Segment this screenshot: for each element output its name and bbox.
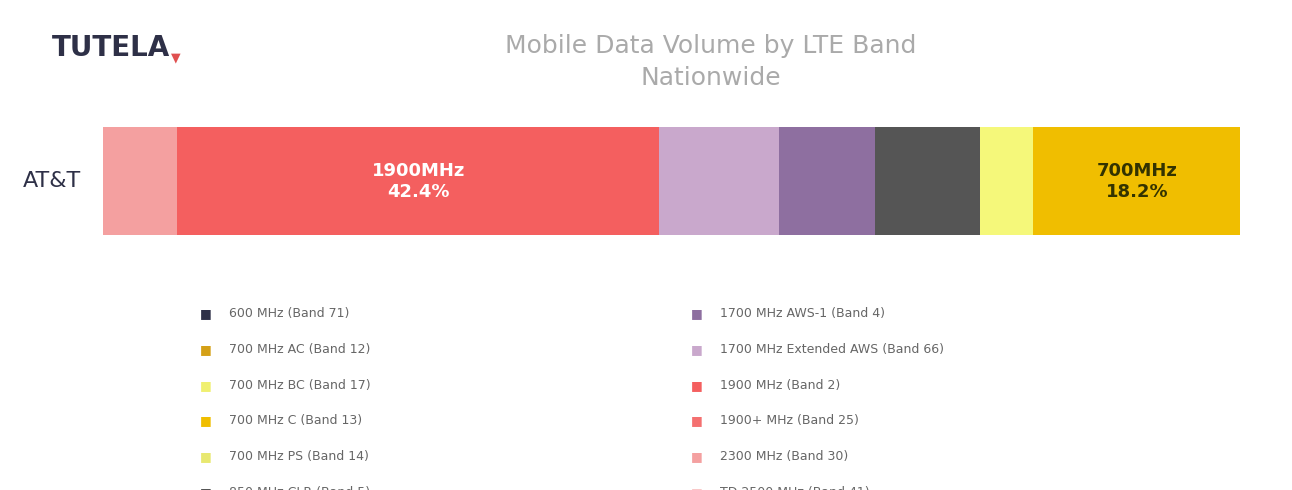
Text: Mobile Data Volume by LTE Band
Nationwide: Mobile Data Volume by LTE Band Nationwid… [505,34,916,90]
Bar [876,127,979,235]
Text: 700 MHz BC (Band 17): 700 MHz BC (Band 17) [229,379,371,392]
Text: ■: ■ [691,450,703,463]
Text: ■: ■ [200,379,212,392]
Bar [1034,127,1240,235]
Text: TD 2500 MHz (Band 41): TD 2500 MHz (Band 41) [720,486,870,490]
Bar [997,127,1034,235]
Text: 700 MHz C (Band 13): 700 MHz C (Band 13) [229,415,362,427]
Text: 1900MHz
42.4%: 1900MHz 42.4% [372,162,465,201]
Text: ■: ■ [691,307,703,320]
Text: 600 MHz (Band 71): 600 MHz (Band 71) [229,307,349,320]
Text: 1700 MHz Extended AWS (Band 66): 1700 MHz Extended AWS (Band 66) [720,343,943,356]
Text: ■: ■ [200,343,212,356]
Text: ■: ■ [691,379,703,392]
Text: ■: ■ [691,415,703,427]
Text: 1900 MHz (Band 2): 1900 MHz (Band 2) [720,379,840,392]
Bar [177,127,659,235]
Text: ■: ■ [200,415,212,427]
Text: 700MHz
18.2%: 700MHz 18.2% [1097,162,1177,201]
Bar [779,127,876,235]
Text: ■: ■ [691,486,703,490]
Text: ■: ■ [200,450,212,463]
Text: 700 MHz PS (Band 14): 700 MHz PS (Band 14) [229,450,368,463]
Text: ▼: ▼ [171,51,180,65]
Text: 1700 MHz AWS-1 (Band 4): 1700 MHz AWS-1 (Band 4) [720,307,885,320]
Bar [103,127,177,235]
Text: ■: ■ [691,343,703,356]
Text: 700 MHz AC (Band 12): 700 MHz AC (Band 12) [229,343,370,356]
Text: 2300 MHz (Band 30): 2300 MHz (Band 30) [720,450,848,463]
Text: ■: ■ [200,307,212,320]
Bar [979,127,997,235]
Text: TUTELA: TUTELA [52,34,171,62]
Bar [659,127,779,235]
Text: ■: ■ [200,486,212,490]
Text: 850 MHz CLR (Band 5): 850 MHz CLR (Band 5) [229,486,370,490]
Text: AT&T: AT&T [22,172,81,191]
Text: 1900+ MHz (Band 25): 1900+ MHz (Band 25) [720,415,858,427]
